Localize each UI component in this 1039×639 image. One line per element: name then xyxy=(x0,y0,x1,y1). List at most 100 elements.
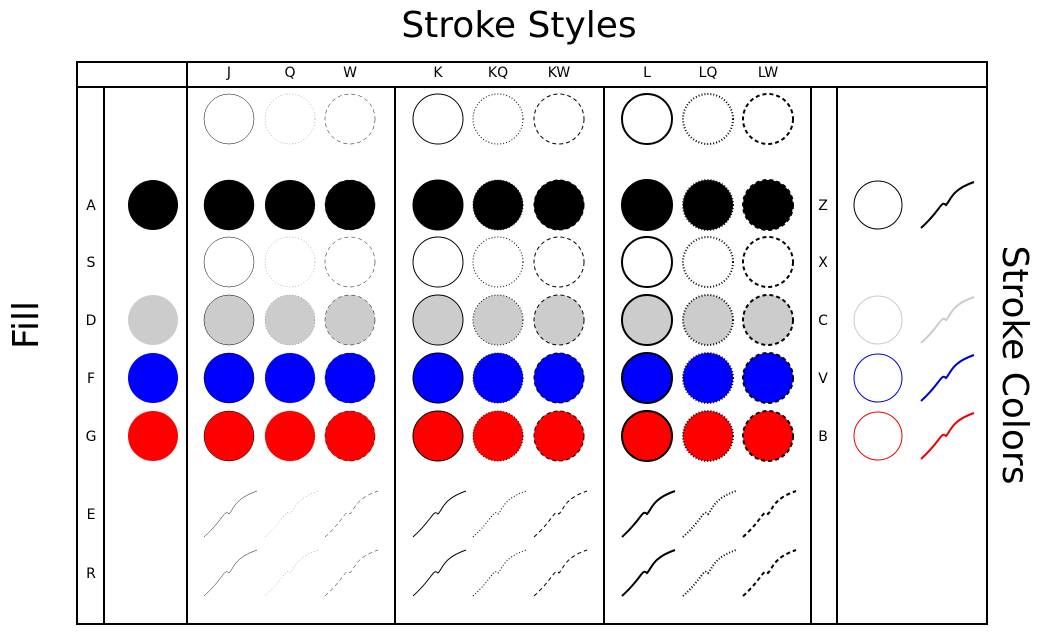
stroke-colors-axis-label: Stroke Colors xyxy=(994,246,1035,485)
styled-circle xyxy=(412,179,464,231)
styled-curve xyxy=(472,549,527,597)
styled-curve xyxy=(264,549,319,597)
stroke-color-circle xyxy=(853,411,903,461)
fill-row-label: G xyxy=(86,429,97,445)
stroke-style-header: LW xyxy=(758,65,779,81)
styled-circle xyxy=(412,294,464,346)
styled-circle xyxy=(621,410,673,462)
styled-curve xyxy=(203,549,258,597)
styled-circle xyxy=(621,294,673,346)
styled-circle xyxy=(621,179,673,231)
styled-circle xyxy=(264,352,316,404)
styled-circle xyxy=(682,179,734,231)
stroke-color-label: C xyxy=(818,313,828,329)
styled-circle xyxy=(682,410,734,462)
grid-frame xyxy=(76,61,988,625)
fill-swatch xyxy=(128,180,178,230)
fill-swatches xyxy=(128,180,178,461)
styled-circle xyxy=(621,352,673,404)
styled-circle xyxy=(533,410,585,462)
styled-circle xyxy=(203,352,255,404)
stroke-color-label: X xyxy=(818,255,828,271)
stroke-style-header: LQ xyxy=(699,65,718,81)
styled-circle xyxy=(264,410,316,462)
stroke-style-header: KQ xyxy=(488,65,508,81)
fill-swatch xyxy=(128,353,178,403)
stroke-color-curve xyxy=(920,412,975,460)
styled-curve xyxy=(412,490,467,538)
stroke-color-labels: Z X C V B xyxy=(818,198,828,445)
styled-circle xyxy=(472,410,524,462)
stroke-color-curve xyxy=(920,181,975,229)
fill-row-label: E xyxy=(87,507,96,523)
styled-circle xyxy=(203,179,255,231)
fill-swatch xyxy=(128,295,178,345)
fill-row-labels: A S D F G E R xyxy=(86,198,97,582)
styled-circle xyxy=(621,93,673,145)
outer-border xyxy=(76,61,988,625)
styled-circle xyxy=(324,294,376,346)
styled-circle xyxy=(533,93,585,145)
styled-circle xyxy=(324,410,376,462)
styled-circle xyxy=(742,352,794,404)
stroke-color-label: B xyxy=(818,429,828,445)
styled-circle xyxy=(264,93,316,145)
styled-curve xyxy=(533,490,588,538)
styled-curve xyxy=(324,549,379,597)
stroke-style-header: J xyxy=(226,65,231,81)
styled-circle xyxy=(264,179,316,231)
styled-circle xyxy=(472,294,524,346)
fill-row-label: S xyxy=(87,255,96,271)
styled-circle xyxy=(682,294,734,346)
styled-curve xyxy=(533,549,588,597)
styled-circle xyxy=(264,236,316,288)
styled-circle xyxy=(682,236,734,288)
styled-curve xyxy=(682,490,737,538)
styled-circle xyxy=(742,179,794,231)
styled-circle xyxy=(412,352,464,404)
styled-circle xyxy=(412,410,464,462)
stroke-style-headers: J Q W K KQ KW L LQ LW xyxy=(226,65,778,81)
stroke-color-circle xyxy=(853,180,903,230)
fill-swatch xyxy=(128,411,178,461)
stroke-color-curve xyxy=(920,296,975,344)
styled-curve xyxy=(203,490,258,538)
styled-circle xyxy=(412,93,464,145)
styled-curve xyxy=(742,549,797,597)
stroke-style-header: L xyxy=(643,65,651,81)
stroke-style-header: W xyxy=(343,65,357,81)
styled-circle xyxy=(203,294,255,346)
styled-circle xyxy=(742,236,794,288)
styled-circle xyxy=(742,410,794,462)
styled-circle xyxy=(472,93,524,145)
stroke-color-samples xyxy=(853,180,975,461)
styled-curve xyxy=(412,549,467,597)
stroke-color-circle xyxy=(853,237,903,287)
stroke-color-circle xyxy=(853,295,903,345)
stroke-style-header: KW xyxy=(548,65,571,81)
styled-circle xyxy=(742,93,794,145)
styled-curve xyxy=(682,549,737,597)
stroke-color-curve xyxy=(920,354,975,402)
stroke-color-label: V xyxy=(818,371,828,387)
diagram-title: Stroke Styles xyxy=(401,5,636,46)
styled-curve xyxy=(472,490,527,538)
styled-circle xyxy=(324,179,376,231)
styled-circle xyxy=(324,352,376,404)
fill-row-label: F xyxy=(87,371,95,387)
stroke-style-header: Q xyxy=(284,65,295,81)
styled-circle xyxy=(621,236,673,288)
styled-circle xyxy=(203,93,255,145)
styled-circle xyxy=(472,352,524,404)
styled-circle xyxy=(203,410,255,462)
styled-circle xyxy=(533,236,585,288)
styled-curve xyxy=(621,549,676,597)
stroke-color-circle xyxy=(853,353,903,403)
stroke-color-label: Z xyxy=(818,198,828,214)
stroke-style-cells xyxy=(203,93,797,597)
styled-curve xyxy=(621,490,676,538)
styled-curve xyxy=(264,490,319,538)
fill-axis-label: Fill xyxy=(6,301,47,349)
styled-circle xyxy=(203,236,255,288)
